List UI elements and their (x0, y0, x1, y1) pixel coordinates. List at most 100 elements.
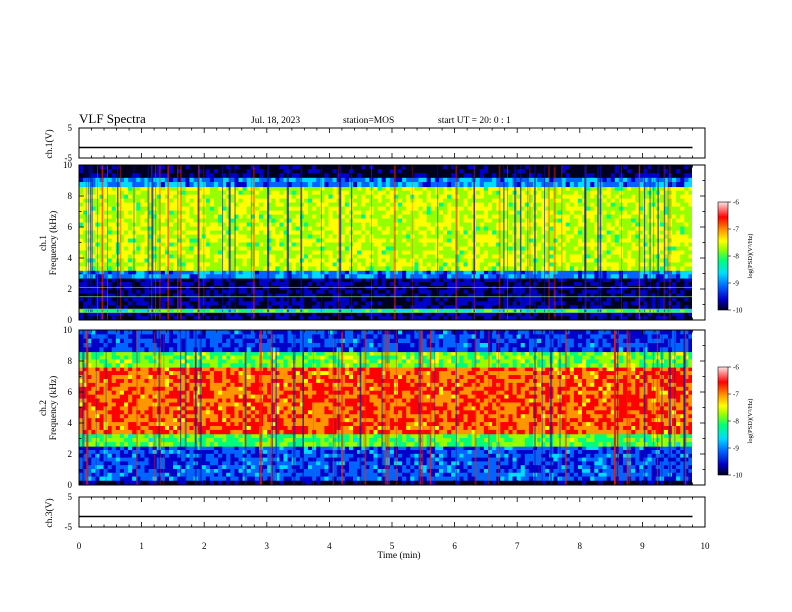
spectrogram-cell (561, 316, 567, 320)
spectrogram-cell (103, 282, 109, 287)
spectrogram-cell (438, 242, 444, 247)
spectrogram-cell (103, 190, 109, 196)
spectrogram-cell (643, 262, 648, 267)
spectrogram-cell (631, 278, 636, 283)
spectrogram-cell (291, 222, 297, 227)
spectrogram-cell (152, 270, 158, 275)
spectrogram-cell (242, 282, 248, 287)
spectrogram-cell (353, 218, 358, 223)
spectrogram-cell (234, 262, 239, 267)
spectrogram-cell (144, 274, 149, 279)
spectrogram-cell (119, 278, 125, 283)
spectrogram-cell (381, 250, 387, 255)
spectrogram-cell (393, 226, 399, 231)
spectrogram-cell (676, 242, 681, 247)
spectrogram-cell (312, 289, 317, 295)
spectrogram-cell (381, 234, 387, 239)
spectrogram-cell (627, 293, 632, 298)
spectrogram-cell (267, 210, 272, 215)
spectrogram-cell (164, 198, 170, 204)
spectrogram-cell (177, 206, 182, 212)
spectrogram-cell (205, 210, 211, 215)
spectrogram-cell (271, 214, 276, 219)
spectrogram-cell (275, 312, 280, 317)
spectrogram-cell (312, 246, 317, 251)
spectrogram-cell (516, 250, 522, 255)
spectrogram-cell (594, 258, 599, 263)
spectrogram-cell (618, 258, 624, 263)
spectrogram-cell (402, 274, 407, 279)
spectrogram-cell (361, 312, 366, 317)
spectrogram-cell (234, 254, 239, 259)
spectrogram-cell (496, 258, 501, 263)
spectrogram-cell (230, 270, 235, 275)
spectrogram-cell (443, 309, 448, 313)
spectrogram-cell (426, 309, 432, 313)
spectrogram-cell (688, 226, 692, 231)
spectrogram-cell (250, 222, 256, 227)
spectrogram-cell (672, 246, 677, 251)
spectrogram-cell (508, 285, 513, 291)
spectrogram-cell (565, 198, 571, 204)
spectrogram-cell (455, 282, 460, 287)
spectrogram-cell (524, 258, 530, 263)
spectrogram-cell (361, 305, 366, 310)
spectrogram-cell (156, 230, 162, 235)
spectrogram-cell (467, 202, 473, 208)
spectrogram-cell (492, 278, 497, 283)
spectrogram-cell (434, 230, 440, 235)
spectrogram-cell (549, 262, 554, 267)
spectrogram-cell (451, 194, 456, 200)
spectrogram-cell (467, 210, 473, 215)
spectrogram-cell (467, 312, 473, 317)
spectrogram-cell (426, 218, 432, 223)
spectrogram-cell (79, 293, 84, 298)
spectrogram-cell (639, 312, 644, 317)
spectrogram-cell (635, 198, 640, 204)
spectrogram-cell (201, 297, 207, 302)
spectrogram-cell (520, 234, 526, 239)
spectrogram-cell (459, 309, 464, 313)
spectrogram-cell (287, 289, 293, 295)
spectrogram-cell (144, 210, 149, 215)
spectrogram-cell (205, 194, 211, 200)
spectrogram-cell (79, 242, 84, 247)
spectrogram-cell (606, 186, 612, 192)
spectrogram-cell (250, 266, 256, 271)
spectrogram-cell (496, 218, 501, 223)
spectrogram-cell (218, 250, 223, 255)
spectrogram-cell (123, 218, 129, 223)
spectrogram-cell (336, 309, 342, 313)
spectrogram-cell (406, 312, 411, 317)
spectrogram-cell (312, 254, 317, 259)
spectrogram-cell (344, 218, 350, 223)
spectrogram-cell (557, 316, 562, 320)
spectrogram-cell (549, 274, 554, 279)
spectrogram-cell (295, 278, 301, 283)
spectrogram-cell (291, 270, 297, 275)
spectrogram-cell (128, 305, 133, 310)
spectrogram-cell (156, 312, 162, 317)
spectrogram-cell (324, 246, 329, 251)
spectrogram-cell (385, 289, 391, 295)
spectrogram-cell (369, 198, 374, 204)
spectrogram-cell (209, 234, 215, 239)
spectrogram-cell (528, 297, 534, 302)
spectrogram-cell (324, 254, 329, 259)
spectrogram-cell (528, 312, 534, 317)
spectrogram-cell (185, 246, 190, 251)
spectrogram-cell (222, 234, 227, 239)
spectrogram-cell (295, 285, 301, 291)
spectrogram-cell (107, 266, 113, 271)
spectrogram-cell (373, 250, 378, 255)
spectrogram-cell (500, 226, 505, 231)
spectrogram-cell (213, 254, 219, 259)
spectrogram-cell (308, 230, 313, 235)
spectrogram-cell (496, 206, 501, 212)
spectrogram-cell (451, 282, 456, 287)
spectrogram-cell (410, 270, 415, 275)
spectrogram-cell (663, 222, 669, 227)
spectrogram-cell (389, 198, 395, 204)
spectrogram-cell (643, 285, 648, 291)
spectrogram-cell (140, 297, 145, 302)
